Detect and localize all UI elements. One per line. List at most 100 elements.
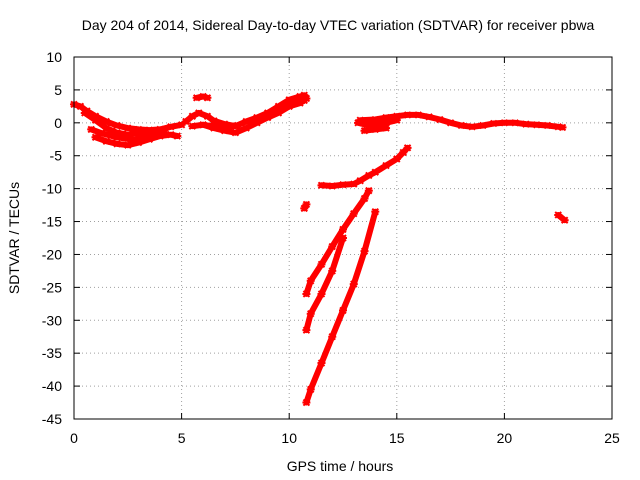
data-point <box>302 398 311 407</box>
data-point <box>181 117 190 126</box>
data-point <box>113 121 122 130</box>
y-tick-label: -15 <box>42 214 62 230</box>
series-arc-n <box>300 200 311 213</box>
data-point <box>160 127 169 135</box>
y-axis-label: SDTVAR / TECUs <box>6 182 22 294</box>
data-point <box>328 267 337 275</box>
data-point <box>207 122 216 130</box>
data-point <box>113 133 122 142</box>
data-point <box>306 277 315 285</box>
data-point <box>558 123 567 132</box>
series-arc-g <box>199 121 242 131</box>
data-point <box>371 207 380 216</box>
data-point <box>560 216 569 224</box>
data-point <box>532 121 541 129</box>
data-point <box>113 140 122 148</box>
data-point <box>468 123 477 131</box>
series-line <box>303 187 372 297</box>
x-tick-label: 5 <box>178 430 186 446</box>
data-point <box>209 117 218 125</box>
data-marks <box>70 91 569 407</box>
data-point <box>554 211 563 219</box>
data-point <box>339 306 347 315</box>
data-point <box>489 119 498 128</box>
data-point <box>188 122 197 130</box>
data-point <box>349 280 358 288</box>
data-point <box>233 121 242 130</box>
data-point <box>199 121 208 129</box>
data-point <box>300 204 309 213</box>
data-point <box>242 117 251 126</box>
data-point <box>166 123 175 131</box>
data-point <box>339 180 347 189</box>
data-point <box>194 109 203 117</box>
data-point <box>478 121 487 130</box>
data-point <box>328 242 337 251</box>
series-arc-o <box>302 186 373 298</box>
data-point <box>403 111 412 119</box>
series-arc-q <box>302 207 380 407</box>
data-point <box>317 181 326 190</box>
data-point <box>102 137 111 145</box>
x-axis-label: GPS time / hours <box>287 458 394 474</box>
series-arc-m <box>317 144 412 190</box>
data-point <box>511 119 520 127</box>
x-tick-label: 20 <box>497 430 513 446</box>
data-point <box>317 260 326 269</box>
data-point <box>231 128 240 137</box>
data-point <box>521 120 530 128</box>
y-tick-label: 10 <box>46 49 62 65</box>
data-point <box>302 200 311 209</box>
data-point <box>289 99 298 107</box>
data-point <box>203 112 212 120</box>
plot-frame <box>73 56 613 420</box>
data-point <box>166 130 175 139</box>
series-arc-p <box>302 234 347 334</box>
y-tick-label: -35 <box>42 345 62 361</box>
data-point <box>123 124 132 132</box>
data-point <box>123 141 132 149</box>
data-point <box>339 225 347 234</box>
data-point <box>328 333 337 341</box>
data-point <box>317 359 326 367</box>
x-tick-label: 0 <box>70 430 78 446</box>
data-point <box>242 124 251 132</box>
data-point <box>328 182 337 190</box>
chart-title: Day 204 of 2014, Sidereal Day-to-day VTE… <box>82 17 595 33</box>
y-tick-label: -30 <box>42 312 62 328</box>
data-point <box>252 119 261 127</box>
data-point <box>188 112 197 120</box>
data-point <box>362 121 371 129</box>
series-line <box>303 208 379 406</box>
data-point <box>414 111 423 119</box>
y-tick-label: -10 <box>42 181 62 197</box>
series-arc-d <box>87 125 169 144</box>
data-point <box>306 309 315 318</box>
data-point <box>364 186 373 195</box>
data-point <box>354 119 363 127</box>
data-point <box>302 94 311 103</box>
data-point <box>76 102 85 111</box>
data-point <box>435 115 444 124</box>
data-point <box>302 290 311 298</box>
data-point <box>543 121 552 130</box>
data-point <box>364 171 373 180</box>
data-point <box>360 194 369 203</box>
data-point <box>91 116 100 124</box>
data-point <box>371 168 380 176</box>
series-arc-l <box>354 116 401 129</box>
data-point <box>360 247 369 255</box>
data-point <box>339 234 347 242</box>
data-point <box>382 119 391 127</box>
series-line <box>318 144 411 189</box>
grid-lines <box>74 57 612 419</box>
data-point <box>263 113 272 122</box>
data-point <box>446 119 455 127</box>
data-point <box>192 94 201 102</box>
data-point <box>382 161 391 170</box>
data-point <box>392 116 401 124</box>
x-tick-label: 15 <box>389 430 405 446</box>
y-tick-label: -20 <box>42 246 62 262</box>
data-point <box>356 177 365 185</box>
data-point <box>97 129 106 138</box>
